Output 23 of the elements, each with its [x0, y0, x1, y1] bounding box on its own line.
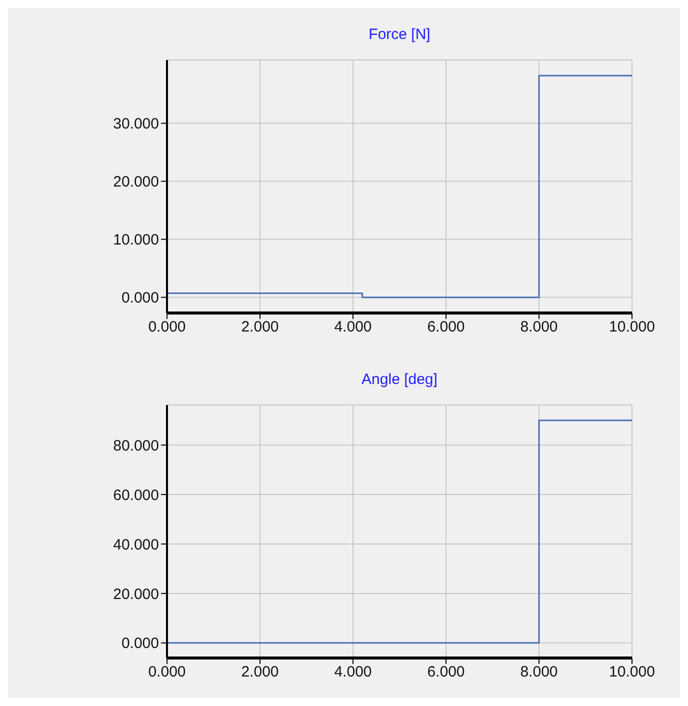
y-tick-label: 0.000	[121, 635, 159, 652]
x-tick-label: 10.000	[609, 318, 655, 336]
y-tick-label: 40.000	[113, 536, 159, 554]
chart-title: Angle [deg]	[360, 371, 438, 388]
y-tick-label: 30.000	[113, 116, 159, 133]
y-tick-label: 0.000	[121, 290, 159, 307]
y-tick-label: 20.000	[113, 174, 159, 191]
y-tick-label: 60.000	[113, 486, 159, 504]
x-tick-label: 4.000	[334, 318, 372, 336]
x-tick-label: 8.000	[520, 664, 558, 681]
x-tick-label: 0.000	[148, 318, 186, 336]
y-tick-label: 80.000	[113, 437, 159, 454]
x-tick-label: 6.000	[427, 318, 465, 336]
y-tick-label: 20.000	[113, 586, 159, 603]
y-tick-label: 10.000	[113, 232, 159, 249]
x-tick-label: 6.000	[427, 664, 465, 681]
x-tick-label: 8.000	[520, 318, 558, 336]
x-tick-label: 4.000	[334, 664, 372, 681]
x-tick-label: 2.000	[241, 664, 279, 681]
x-tick-label: 10.000	[609, 664, 655, 681]
chart-title: Force [N]	[368, 26, 432, 43]
x-tick-label: 0.000	[148, 664, 186, 681]
x-tick-label: 2.000	[241, 318, 279, 336]
